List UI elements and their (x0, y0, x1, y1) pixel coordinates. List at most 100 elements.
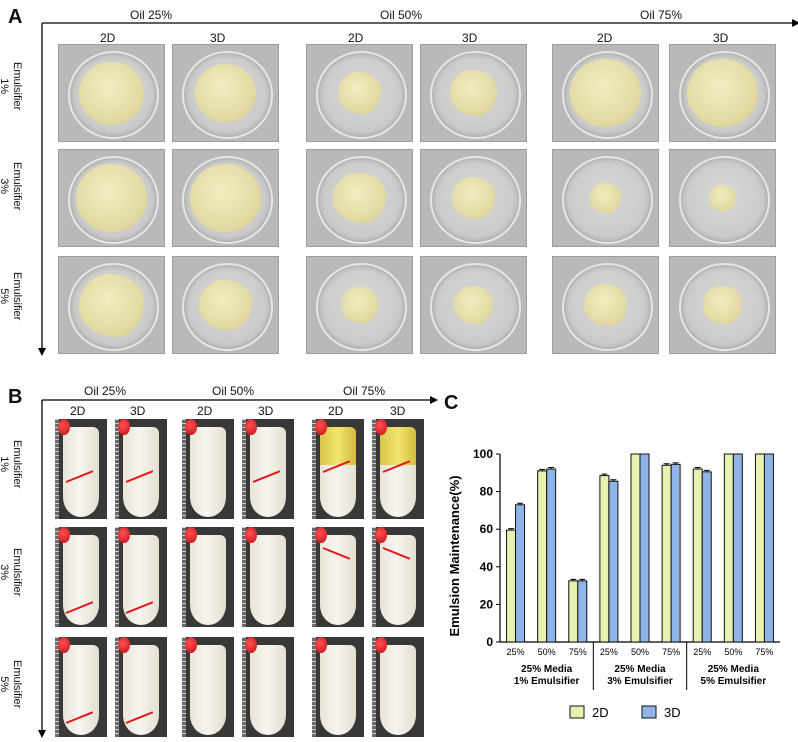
tube-photo (55, 419, 107, 519)
tube-photo (312, 637, 364, 737)
tube-cap (185, 419, 197, 435)
ruler (55, 419, 59, 519)
emulsion-sample (75, 163, 148, 233)
petri-dish-photo (420, 256, 527, 354)
bar-2d (537, 470, 548, 643)
y-tick-label: 100 (473, 447, 493, 461)
petri-dish-photo (669, 149, 776, 247)
petri-dish (182, 51, 273, 139)
tube (320, 645, 356, 735)
tube-cap (375, 527, 387, 543)
panel-b-oil-75-header: Oil 75% (343, 384, 386, 398)
ruler (312, 637, 316, 737)
petri-dish (430, 263, 521, 351)
emulsion-sample (189, 163, 262, 233)
ruler (55, 527, 59, 627)
panel-a-oil-75-header: Oil 75% (640, 8, 683, 22)
panel-a-row-label-5: Emulsifier 5% (0, 272, 23, 321)
group-label-line2: 5% Emulsifier (701, 676, 767, 687)
bar-3d (732, 453, 743, 643)
petri-dish-photo (420, 149, 527, 247)
tube-photo (242, 527, 294, 627)
petri-dish-photo (306, 44, 413, 142)
petri-dish (430, 51, 521, 139)
panel-c-letter: C (444, 392, 459, 414)
panel-a-oil-25-header: Oil 25% (130, 8, 173, 22)
petri-dish (679, 263, 770, 351)
tube-cap (245, 527, 257, 543)
y-tick-label: 0 (486, 635, 493, 649)
petri-dish-photo (669, 256, 776, 354)
tube (250, 535, 286, 625)
petri-dish (316, 156, 407, 244)
panel-b-header-3d: 3D (130, 404, 146, 418)
x-tick-label: 75% (755, 647, 773, 657)
bar-3d (639, 453, 650, 643)
petri-dish-photo (172, 256, 279, 354)
petri-dish-photo (669, 44, 776, 142)
tube-photo (372, 527, 424, 627)
tube (250, 645, 286, 735)
tube-photo (115, 419, 167, 519)
emulsion-sample (569, 58, 642, 128)
panel-b-axes (38, 396, 438, 738)
x-tick-label: 25% (507, 647, 525, 657)
tube-photo (372, 637, 424, 737)
bar-2d (754, 453, 765, 643)
ruler (55, 637, 59, 737)
emulsion-sample (78, 61, 145, 125)
tube (190, 645, 226, 735)
petri-dish (679, 51, 770, 139)
tube-cap (185, 527, 197, 543)
petri-dish (68, 263, 159, 351)
emulsion-sample (590, 183, 621, 213)
tube-cap (315, 419, 327, 435)
x-tick-label: 50% (724, 647, 742, 657)
x-tick-label: 50% (538, 647, 556, 657)
x-tick-label: 25% (693, 647, 711, 657)
legend-swatch-3d (641, 705, 657, 719)
emulsion-sample (333, 172, 386, 224)
tube (63, 427, 99, 517)
ruler (182, 637, 186, 737)
panel-b-header-3d: 3D (390, 404, 406, 418)
panel-a-header-2d: 2D (348, 31, 364, 45)
petri-dish (68, 51, 159, 139)
x-tick-label: 25% (600, 647, 618, 657)
tube-photo (115, 527, 167, 627)
ruler (242, 527, 246, 627)
tube-cap (58, 419, 70, 435)
ruler (372, 527, 376, 627)
petri-dish (679, 156, 770, 244)
emulsion-sample (709, 185, 736, 211)
tube-cap (58, 527, 70, 543)
tube-photo (372, 419, 424, 519)
ruler (115, 637, 119, 737)
petri-dish-photo (552, 44, 659, 142)
petri-dish (182, 156, 273, 244)
ruler (312, 527, 316, 627)
tube-photo (182, 419, 234, 519)
panel-c-bar-chart: 0 20 40 60 80 100 Emulsion Maintenance(%) 25% 50… (447, 447, 780, 720)
oil-layer (320, 427, 356, 465)
tube (190, 427, 226, 517)
tube-cap (375, 419, 387, 435)
group-label-line2: 3% Emulsifier (607, 676, 673, 687)
panel-a-header-3d: 3D (210, 31, 226, 45)
bar-3d (546, 468, 557, 643)
tube-photo (242, 419, 294, 519)
tube-photo (115, 637, 167, 737)
legend-swatch-2d (569, 705, 585, 719)
ruler (372, 419, 376, 519)
legend-label-3d: 3D (664, 705, 681, 720)
tube-cap (245, 419, 257, 435)
emulsion-sample (686, 58, 759, 128)
ruler (242, 419, 246, 519)
petri-dish (430, 156, 521, 244)
petri-dish-photo (58, 44, 165, 142)
panel-b-row-label-1: Emulsifier 1% (0, 440, 23, 489)
tube-cap (315, 637, 327, 653)
legend-label-2d: 2D (592, 705, 609, 720)
emulsion-sample (449, 69, 498, 117)
bar-2d (568, 580, 579, 643)
